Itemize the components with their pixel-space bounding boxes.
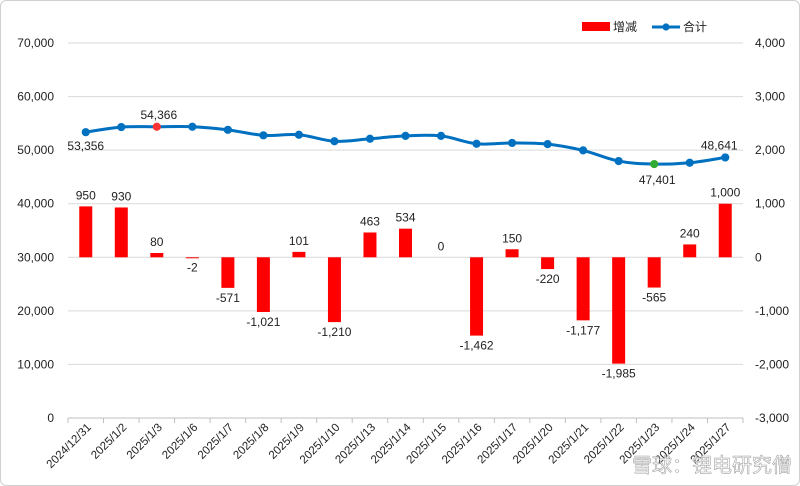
line-point	[365, 134, 375, 143]
bar-data-label: -1,021	[246, 315, 280, 329]
right-axis-tick-label: 3,000	[755, 90, 785, 104]
bar-change	[399, 228, 412, 258]
right-axis-tick-label: 4,000	[755, 36, 785, 50]
bar-change	[683, 244, 697, 258]
bar-data-label: 101	[289, 234, 309, 248]
line-point	[507, 138, 517, 148]
line-point	[401, 131, 410, 140]
bar-data-label: 534	[395, 211, 415, 225]
line-point	[614, 156, 623, 166]
right-axis-tick-label: 1,000	[755, 197, 785, 211]
bar-data-label: -1,985	[602, 367, 636, 381]
bar-change	[221, 257, 235, 288]
bar-change	[363, 232, 377, 258]
bar-change	[327, 257, 341, 323]
bar-data-label: 1,000	[710, 186, 740, 200]
bar-data-label: 463	[360, 214, 380, 228]
x-axis-category-label: 2025/1/7	[196, 422, 236, 462]
line-point	[579, 146, 588, 155]
line-point	[650, 159, 659, 169]
left-axis-tick-label: 20,000	[17, 304, 54, 318]
bar-change	[647, 257, 661, 288]
line-data-label: 48,641	[701, 138, 738, 152]
line-data-label: 47,401	[639, 173, 676, 187]
line-point	[223, 125, 232, 134]
right-axis-tick-label: -1,000	[755, 304, 789, 318]
right-axis-tick-label: -2,000	[755, 357, 789, 371]
legend-swatch-marker	[662, 23, 670, 31]
bar-change	[576, 257, 590, 321]
bar-change	[292, 251, 306, 258]
line-point	[294, 130, 304, 139]
line-point	[685, 158, 694, 167]
bar-data-label: -1,177	[566, 323, 600, 337]
bar-change	[541, 257, 555, 270]
watermark-text: 雪球：锂电研究僧	[632, 454, 792, 477]
bar-data-label: -1,210	[317, 325, 351, 339]
x-axis-category-label: 2025/1/3	[125, 422, 165, 462]
left-axis-tick-label: 70,000	[17, 36, 54, 50]
left-axis-tick-label: 40,000	[17, 197, 54, 211]
line-point	[543, 140, 552, 149]
line-point	[721, 153, 730, 162]
bar-change	[185, 257, 199, 259]
bar-data-label: 0	[438, 239, 445, 253]
line-point	[188, 122, 197, 131]
bar-data-label: -2	[187, 260, 198, 274]
legend-swatch-bar	[582, 22, 610, 31]
line-data-label: 53,356	[67, 139, 104, 153]
x-axis-category-label: 2025/1/8	[231, 422, 271, 462]
bar-change	[505, 249, 519, 258]
bar-data-label: 950	[76, 188, 96, 202]
line-point	[152, 122, 161, 131]
right-axis-tick-label: 2,000	[755, 143, 785, 157]
bar-change	[256, 257, 270, 312]
bar-data-label: -1,462	[460, 339, 494, 353]
bar-data-label: 150	[502, 231, 522, 245]
line-point	[330, 137, 339, 146]
line-point	[259, 131, 268, 140]
bar-data-label: -220	[536, 272, 560, 286]
bar-change	[718, 203, 732, 258]
bar-change	[150, 253, 164, 258]
x-axis-category-label: 2024/12/31	[45, 422, 94, 471]
line-point	[472, 139, 481, 148]
bar-change	[79, 206, 93, 258]
bar-change	[470, 257, 484, 336]
left-axis-tick-label: 60,000	[17, 90, 54, 104]
line-point	[436, 131, 446, 140]
right-axis-tick-label: 0	[755, 250, 762, 264]
legend-label-line: 合计	[683, 19, 707, 34]
line-point	[81, 128, 90, 137]
left-axis-tick-label: 30,000	[17, 250, 54, 264]
line-data-label: 54,366	[140, 108, 177, 122]
bar-data-label: 80	[150, 235, 164, 249]
line-point	[117, 122, 126, 132]
bar-data-label: -571	[216, 291, 240, 305]
right-axis-tick-label: -3,000	[755, 411, 789, 425]
left-axis-tick-label: 0	[47, 411, 54, 425]
legend-label-bar: 增减	[613, 20, 637, 34]
x-axis-category-label: 2025/1/2	[89, 422, 129, 462]
bar-change	[612, 257, 626, 364]
left-axis-tick-label: 10,000	[17, 357, 54, 371]
left-axis-tick-label: 50,000	[17, 143, 54, 157]
bar-data-label: 240	[680, 226, 700, 240]
bar-data-label: -565	[642, 291, 666, 305]
bar-data-label: 930	[111, 189, 131, 203]
bar-change	[114, 207, 128, 258]
x-axis-category-label: 2025/1/6	[160, 422, 200, 462]
